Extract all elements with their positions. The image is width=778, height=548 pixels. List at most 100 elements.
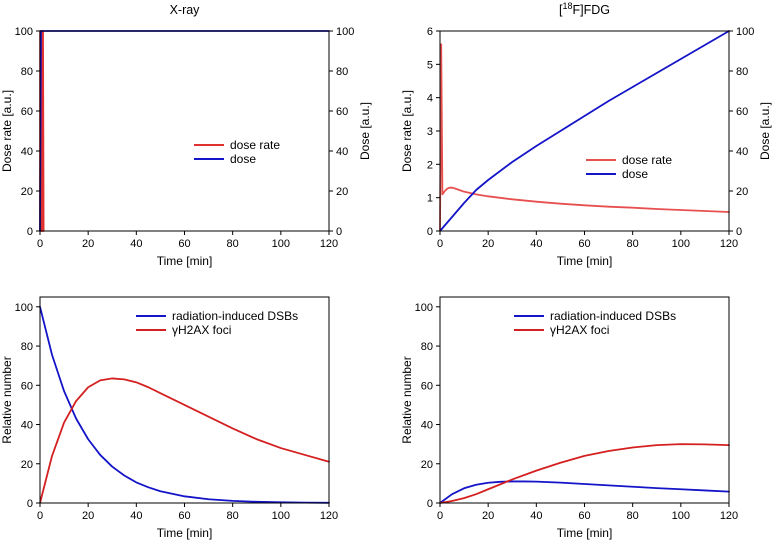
x-tick-label: 40 [130,510,142,522]
series-line-radiation-induced-dsbs [39,305,330,504]
x-tick-label: 20 [482,238,494,250]
y2-tick-label: 20 [336,186,348,198]
y-tick-label: 0 [27,226,33,238]
x-tick-label: 120 [320,510,338,522]
y2-axis-label: Dose [a.u.] [358,102,372,160]
chart-panel-p4: 0 20 40 60 80 100 120 0 20 40 60 80 100 Time [min] Rel… [400,296,738,540]
y-tick-label: 20 [21,186,33,198]
y-axis-label: Relative number [0,356,14,443]
y2-axis-label: Dose [a.u.] [758,102,772,160]
x-tick-label: 20 [82,238,94,250]
y-axis-label: Relative number [400,356,414,443]
x-tick-label: 0 [437,238,443,250]
panel-title: X-ray [170,3,201,17]
y-tick-label: 20 [21,459,33,471]
y-tick-label: 6 [427,26,433,38]
y-tick-label: 0 [427,498,433,510]
y-tick-label: 40 [21,146,33,158]
y-tick-label: 40 [21,420,33,432]
legend-label: radiation-induced DSBs [172,309,298,323]
y2-tick-label: 80 [736,66,748,78]
x-tick-label: 80 [627,238,639,250]
legend-label: radiation-induced DSBs [550,309,676,323]
y-tick-label: 100 [415,302,433,314]
series-line-dose [39,30,330,232]
y-tick-label: 80 [21,66,33,78]
y-tick-label: 20 [421,459,433,471]
y-tick-label: 3 [427,126,433,138]
x-tick-label: 0 [37,510,43,522]
y2-tick-label: 60 [736,106,748,118]
y-tick-label: 40 [421,420,433,432]
x-axis-label: Time [min] [557,254,613,268]
x-tick-label: 120 [320,238,338,250]
y-tick-label: 0 [427,226,433,238]
y-tick-label: 60 [421,380,433,392]
legend-label: γH2AX foci [172,323,231,337]
y-tick-label: 80 [421,341,433,353]
y-tick-label: 1 [427,193,433,205]
x-tick-label: 20 [82,510,94,522]
x-tick-label: 80 [227,510,239,522]
legend-label: dose [230,152,256,166]
x-tick-label: 100 [272,510,290,522]
y2-tick-label: 20 [736,186,748,198]
x-tick-label: 40 [530,238,542,250]
series-line-radiation-induced-dsbs [439,480,730,504]
y2-tick-label: 0 [336,226,342,238]
y-tick-label: 2 [427,159,433,171]
series-line-dose [439,30,730,232]
x-axis-label: Time [min] [557,526,613,540]
x-tick-label: 80 [227,238,239,250]
plot-frame [39,30,330,232]
x-tick-label: 0 [437,510,443,522]
y-tick-label: 60 [21,106,33,118]
x-axis-label: Time [min] [157,526,213,540]
y-tick-label: 80 [21,341,33,353]
series-line--h2ax-foci [39,377,330,504]
x-tick-label: 0 [37,238,43,250]
plot-frame [439,30,730,232]
x-tick-label: 120 [720,238,738,250]
x-tick-label: 100 [672,510,690,522]
y-tick-label: 4 [427,93,433,105]
y2-tick-label: 0 [736,226,742,238]
x-axis-label: Time [min] [157,254,213,268]
x-tick-label: 40 [530,510,542,522]
x-tick-label: 100 [672,238,690,250]
y-tick-label: 0 [27,498,33,510]
y-tick-label: 60 [21,380,33,392]
series-line--h2ax-foci [439,443,730,504]
y-tick-label: 100 [15,302,33,314]
legend-label: dose rate [230,138,280,152]
chart-panel-p3: 0 20 40 60 80 100 120 0 20 40 60 80 100 Time [min] Rel… [0,296,338,540]
y2-tick-label: 40 [736,146,748,158]
x-tick-label: 60 [178,510,190,522]
y2-tick-label: 100 [336,26,354,38]
x-tick-label: 60 [578,238,590,250]
y-axis-label: Dose rate [a.u.] [0,90,14,172]
legend-label: dose [622,167,648,181]
x-tick-label: 20 [482,510,494,522]
x-tick-label: 60 [178,238,190,250]
x-tick-label: 40 [130,238,142,250]
panel-title: [18F]FDG [559,1,610,17]
x-tick-label: 80 [627,510,639,522]
legend-label: γH2AX foci [550,323,609,337]
y2-tick-label: 80 [336,66,348,78]
legend-label: dose rate [622,153,672,167]
y-tick-label: 100 [15,26,33,38]
y-axis-label: Dose rate [a.u.] [400,90,414,172]
y-tick-label: 5 [427,59,433,71]
series-line-dose-rate [439,43,730,232]
y2-tick-label: 100 [736,26,754,38]
y2-tick-label: 60 [336,106,348,118]
x-tick-label: 120 [720,510,738,522]
x-tick-label: 60 [578,510,590,522]
